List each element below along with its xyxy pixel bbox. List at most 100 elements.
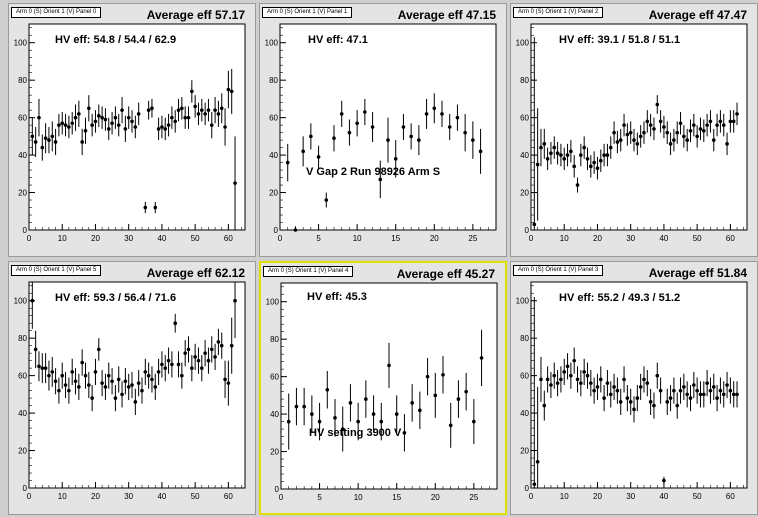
y-tick-label: 40 xyxy=(520,409,529,418)
data-point xyxy=(325,387,330,392)
data-point xyxy=(535,459,540,464)
data-point xyxy=(708,388,713,393)
data-point xyxy=(702,392,706,397)
data-point xyxy=(612,130,616,135)
y-tick-label: 40 xyxy=(270,410,279,419)
data-point xyxy=(47,373,51,378)
chart-panel-4[interactable]: Arm 0 (S) Orient 1 (V) Panel 4 Average e… xyxy=(259,261,507,515)
x-tick-label: 0 xyxy=(529,492,534,501)
x-tick-label: 30 xyxy=(124,234,133,243)
x-tick-label: 50 xyxy=(191,234,200,243)
data-point xyxy=(394,412,399,416)
data-point xyxy=(163,366,168,370)
data-point xyxy=(582,145,586,150)
x-tick-label: 10 xyxy=(560,492,569,501)
chart-panel-2[interactable]: Arm 0 (S) Orient 1 (V) Panel 2 Average e… xyxy=(510,3,758,257)
data-point xyxy=(441,372,445,377)
data-point xyxy=(347,130,352,135)
y-tick-label: 80 xyxy=(18,334,27,343)
data-point xyxy=(618,138,623,142)
data-point xyxy=(103,385,108,389)
data-point xyxy=(80,140,84,144)
data-point xyxy=(183,351,187,355)
data-point xyxy=(216,112,221,116)
y-tick-label: 40 xyxy=(269,151,278,160)
plot-frame xyxy=(531,282,747,488)
data-point xyxy=(478,149,483,154)
data-point xyxy=(589,164,593,169)
data-point xyxy=(136,381,141,385)
data-point xyxy=(532,482,537,487)
data-point xyxy=(324,198,329,202)
data-point xyxy=(123,379,128,384)
data-point xyxy=(140,388,144,393)
data-point xyxy=(309,134,313,139)
data-point xyxy=(176,108,181,112)
data-point xyxy=(150,377,154,382)
x-tick-label: 0 xyxy=(27,234,32,243)
data-point xyxy=(652,403,656,408)
data-point xyxy=(37,364,41,369)
y-tick-label: 60 xyxy=(18,114,27,123)
data-point xyxy=(648,123,653,127)
data-point xyxy=(585,373,590,378)
run-annotation: V Gap 2 Run 98926 Arm S xyxy=(306,166,441,178)
data-point xyxy=(166,358,171,363)
y-tick-label: 80 xyxy=(520,334,529,343)
y-tick-label: 0 xyxy=(23,484,28,493)
data-point xyxy=(126,115,131,120)
data-point xyxy=(302,404,306,409)
chart-panel-3[interactable]: Arm 0 (S) Orient 1 (V) Panel 3 Average e… xyxy=(510,261,758,515)
chart-title: Average eff 47.47 xyxy=(648,8,747,22)
y-tick-label: 100 xyxy=(14,297,28,306)
data-point xyxy=(100,115,104,120)
x-tick-label: 10 xyxy=(354,493,363,502)
x-tick-label: 10 xyxy=(353,234,362,243)
data-point xyxy=(585,157,590,161)
data-point xyxy=(685,392,689,397)
data-point xyxy=(705,381,709,385)
scatter-plot: 0 10 20 30 40 50 60 0 20 40 60 80 100 xyxy=(516,281,748,501)
plot-border xyxy=(530,23,748,231)
data-point xyxy=(150,106,154,111)
x-tick-label: 0 xyxy=(279,493,284,502)
chart-panel-5[interactable]: Arm 0 (S) Orient 1 (V) Panel 5 Average e… xyxy=(8,261,256,515)
chart-panel-0[interactable]: Arm 0 (S) Orient 1 (V) Panel 0 Average e… xyxy=(8,3,256,257)
data-point xyxy=(87,106,91,111)
data-point xyxy=(63,383,68,387)
x-tick-label: 5 xyxy=(316,234,321,243)
data-point xyxy=(193,104,197,109)
plot-border xyxy=(28,23,246,231)
data-point xyxy=(715,123,719,127)
data-point xyxy=(682,134,686,139)
data-point xyxy=(196,358,201,363)
data-point xyxy=(130,383,134,387)
data-point xyxy=(90,396,94,400)
y-tick-label: 0 xyxy=(274,226,279,235)
data-point xyxy=(615,140,620,144)
y-tick-label: 40 xyxy=(18,409,27,418)
data-point xyxy=(615,388,620,393)
data-point xyxy=(43,136,48,141)
hv-eff-label: HV eff: 55.2 / 49.3 / 51.2 xyxy=(559,292,681,304)
y-tick-label: 40 xyxy=(18,151,27,160)
data-point xyxy=(718,119,723,124)
data-point xyxy=(333,416,337,420)
data-point xyxy=(209,347,214,352)
y-tick-label: 100 xyxy=(265,39,279,48)
x-tick-label: 15 xyxy=(391,234,400,243)
data-point xyxy=(33,140,38,144)
data-point xyxy=(193,355,197,359)
data-point xyxy=(70,121,74,126)
y-tick-label: 80 xyxy=(270,335,279,344)
data-point xyxy=(675,130,680,135)
data-point xyxy=(190,366,194,370)
data-point xyxy=(339,112,344,116)
x-tick-label: 20 xyxy=(593,234,602,243)
y-tick-label: 60 xyxy=(520,372,529,381)
data-point xyxy=(655,102,660,107)
data-point xyxy=(90,123,94,127)
data-point xyxy=(73,115,78,120)
chart-panel-1[interactable]: Arm 0 (S) Orient 1 (V) Panel 1 Average e… xyxy=(259,3,507,257)
data-point xyxy=(555,151,560,156)
